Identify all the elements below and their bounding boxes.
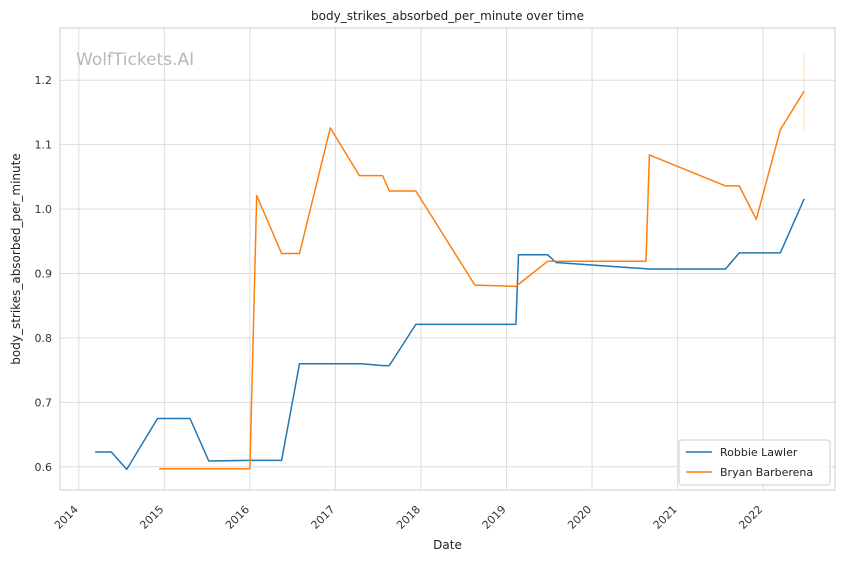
series-layer — [95, 52, 805, 471]
x-axis-title: Date — [433, 538, 462, 552]
bryan-barberena-series-line — [159, 90, 805, 470]
legend-label-bryan-barberena: Bryan Barberena — [720, 466, 813, 479]
watermark: WolfTickets.AI — [76, 50, 194, 70]
y-axis-title: body_strikes_absorbed_per_minute — [9, 153, 23, 364]
y-tick-label: 0.7 — [35, 396, 53, 409]
y-tick-label: 0.8 — [35, 332, 53, 345]
legend-label-robbie-lawler: Robbie Lawler — [720, 446, 798, 459]
y-tick-label: 0.9 — [35, 267, 53, 280]
y-tick-label: 1.1 — [35, 139, 53, 152]
legend-box — [678, 439, 831, 486]
plot-area-frame — [59, 27, 836, 491]
legend: Robbie Lawler Bryan Barberena — [678, 439, 831, 486]
y-tick-label: 0.6 — [35, 461, 53, 474]
y-tick-label: 1.2 — [35, 74, 53, 87]
y-tick-label: 1.0 — [35, 203, 53, 216]
robbie-lawler-series-line — [95, 198, 805, 471]
chart-title: body_strikes_absorbed_per_minute over ti… — [311, 9, 584, 23]
